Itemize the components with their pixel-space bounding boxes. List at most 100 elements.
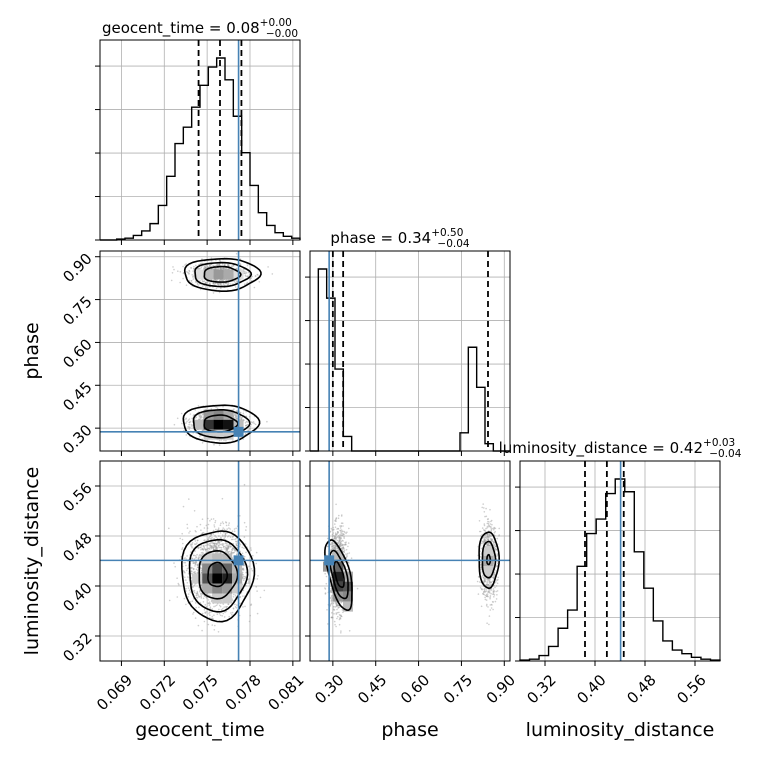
sample-point [199,601,202,604]
sample-point [196,539,199,542]
sample-point [215,545,218,547]
sample-point [241,576,244,579]
sample-point [216,407,219,410]
sample-point [242,438,244,440]
sample-point [230,283,232,285]
sample-point [233,593,235,596]
sample-point [181,538,184,541]
sample-point [345,553,347,555]
sample-point [210,547,213,550]
sample-point [220,522,222,525]
sample-point [215,268,217,270]
sample-point [199,288,202,291]
sample-point [243,577,245,580]
sample-point [201,547,204,550]
sample-point [211,537,213,539]
sample-point [177,582,180,585]
sample-point [247,578,250,581]
sample-point [193,510,196,512]
sample-point [243,409,245,412]
sample-point [249,614,251,617]
sample-point [222,405,224,408]
sample-point [242,589,245,592]
sample-point [184,557,186,559]
sample-point [195,264,197,267]
sample-point [223,267,226,270]
sample-point [189,601,192,603]
sample-point [219,524,222,526]
sample-point [197,566,199,569]
sample-point [170,279,173,282]
sample-point [192,613,194,615]
sample-point [201,612,204,615]
sample-point [244,283,246,286]
sample-point [188,269,190,272]
sample-point [211,615,214,618]
sample-point [334,526,337,528]
sample-point [184,576,186,579]
sample-point [222,522,225,525]
sample-point [188,589,191,591]
sample-point [256,273,259,276]
sample-point [249,425,252,428]
sample-point [222,535,224,538]
sample-point [199,262,202,265]
sample-point [246,264,249,267]
sample-point [194,555,197,557]
sample-point [183,561,185,564]
sample-point [191,543,193,545]
sample-point [231,613,233,616]
sample-point [209,544,211,547]
sample-point [171,272,174,274]
sample-point [343,549,346,552]
sample-point [187,576,189,578]
sample-point [248,565,250,568]
sample-point [191,600,194,602]
sample-point [228,527,230,529]
sample-point [182,569,185,572]
sample-point [182,505,185,508]
sample-point [347,542,350,544]
sample-point [220,548,223,551]
sample-point [194,602,197,604]
sample-point [199,556,201,559]
sample-point [188,279,191,282]
sample-point [243,483,246,486]
sample-point [207,602,209,604]
sample-point [182,571,185,573]
sample-point [197,624,200,627]
sample-point [222,543,225,545]
sample-point [222,612,225,615]
sample-point [224,535,227,538]
sample-point [193,265,195,268]
sample-point [188,421,190,424]
sample-point [188,423,190,426]
sample-point [250,423,252,426]
sample-point [189,591,192,593]
sample-point [201,413,204,416]
sample-point [202,545,205,548]
sample-point [223,616,226,618]
sample-point [331,597,333,600]
sample-point [325,575,328,578]
sample-point [221,544,223,546]
sample-point [209,614,211,616]
sample-point [210,408,213,410]
sample-point [206,597,208,599]
sample-point [234,286,237,288]
sample-point [216,537,219,540]
sample-point [191,545,193,548]
sample-point [204,266,206,269]
sample-point [229,545,232,548]
sample-point [211,541,213,544]
sample-point [234,282,236,284]
sample-point [213,543,216,546]
sample-point [234,416,237,419]
sample-point [174,565,176,568]
sample-point [227,546,230,548]
sample-point [257,575,259,577]
sample-point [247,429,249,431]
sample-point [235,607,238,609]
sample-point [203,547,205,550]
sample-point [203,539,205,542]
